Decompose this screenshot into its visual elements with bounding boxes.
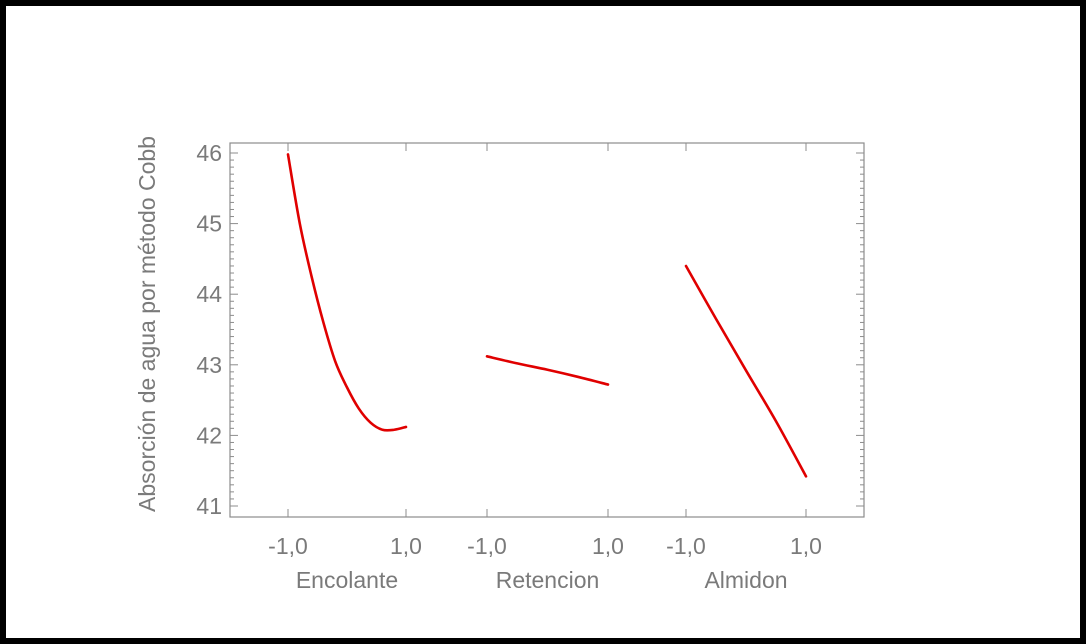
y-tick-label: 43 (196, 352, 222, 378)
y-tick-label: 44 (196, 281, 222, 307)
y-axis-title: Absorción de agua por método Cobb (134, 136, 160, 512)
series-line-encolante (286, 153, 408, 432)
x-tick-label: 1,0 (592, 533, 624, 559)
series-lines (286, 153, 808, 478)
x-factor-label-encolante: Encolante (296, 567, 398, 593)
series-line-almidon (684, 264, 808, 478)
main-effects-chart: 41 42 43 44 45 46 -1,0 1,0 Encolante -1,0 1,0 Rete… (134, 136, 865, 593)
y-tick-label: 42 (196, 422, 222, 448)
x-tick-label: 1,0 (790, 533, 822, 559)
y-tick-label: 41 (196, 493, 222, 519)
series-line-retencion (485, 355, 610, 386)
x-tick-label: 1,0 (390, 533, 422, 559)
y-tick-label: 45 (196, 211, 222, 237)
x-factor-label-almidon: Almidon (704, 567, 787, 593)
y-tick-label: 46 (196, 140, 222, 166)
x-tick-label: -1,0 (268, 533, 308, 559)
x-tick-label: -1,0 (467, 533, 507, 559)
x-tick-label: -1,0 (666, 533, 706, 559)
x-factor-label-retencion: Retencion (496, 567, 600, 593)
y-axis: 41 42 43 44 45 46 (196, 140, 864, 519)
